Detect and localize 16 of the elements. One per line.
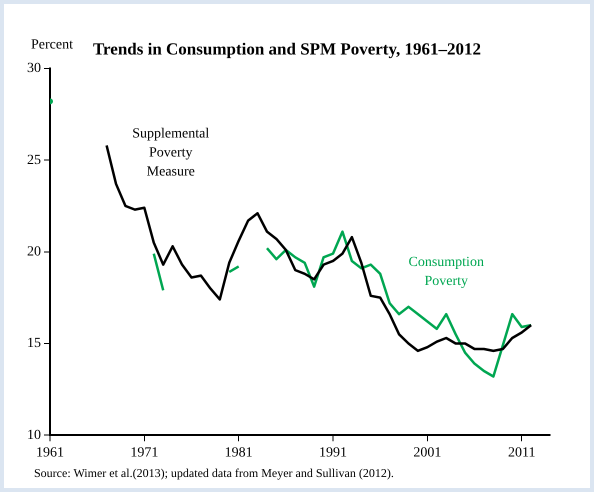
series-label: Supplemental Poverty Measure	[132, 126, 210, 180]
x-tick-label: 1971	[130, 445, 158, 460]
y-tick-label: 20	[27, 244, 41, 260]
y-tick-label: 15	[27, 336, 41, 352]
series-label: Consumption Poverty	[408, 254, 484, 289]
x-tick-label: 2001	[413, 445, 442, 460]
x-tick-label: 1991	[319, 445, 348, 460]
y-axis-title: Percent	[31, 37, 74, 52]
y-tick-label: 10	[27, 428, 41, 443]
x-tick-label: 1981	[224, 445, 253, 460]
source-note: Source: Wimer et al.(2013); updated data from Meyer and Sullivan (2012).	[34, 466, 394, 481]
y-tick-label: 25	[27, 152, 41, 168]
x-tick-label: 2011	[508, 445, 536, 460]
x-tick-label: 1961	[36, 445, 64, 460]
y-tick-label: 30	[27, 61, 41, 76]
chart-title: Trends in Consumption and SPM Poverty, 1961–2012	[92, 40, 482, 59]
